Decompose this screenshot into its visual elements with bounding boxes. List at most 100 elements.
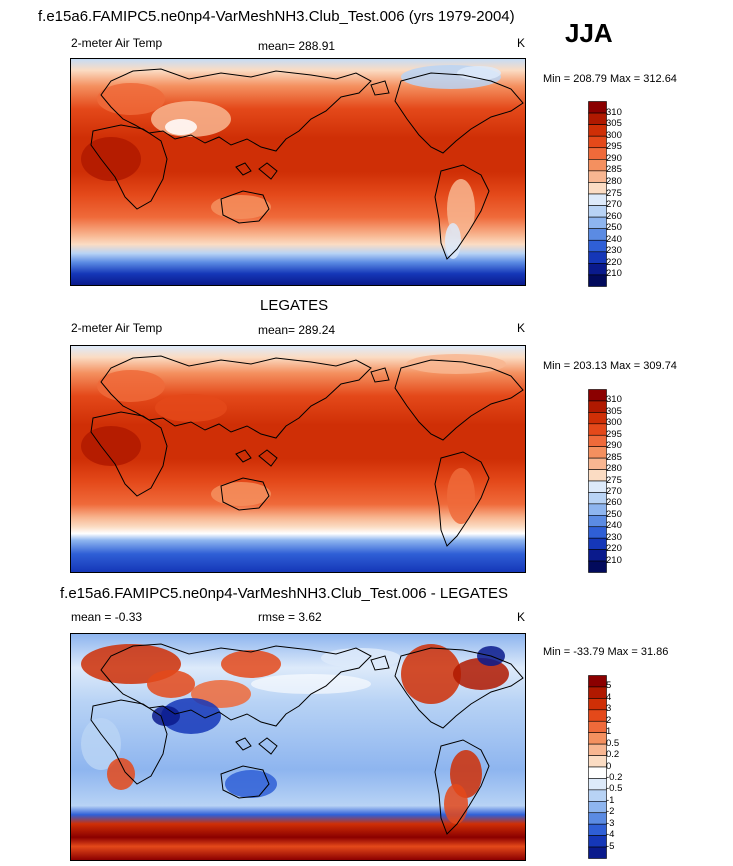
panel1-left-label: 2-meter Air Temp — [71, 36, 163, 50]
colorbar-swatch — [588, 846, 607, 859]
colorbar-swatch — [588, 823, 607, 836]
colorbar-label: 4 — [606, 691, 612, 703]
panel1-map — [70, 58, 526, 286]
colorbar-label: -2 — [606, 806, 615, 818]
colorbar-label: 230 — [606, 531, 622, 543]
colorbar-label: 230 — [606, 245, 622, 257]
colorbar-label: 1 — [606, 726, 612, 738]
colorbar-label: 260 — [606, 497, 622, 509]
colorbar-swatch — [588, 434, 607, 447]
colorbar-swatch — [588, 560, 607, 573]
colorbar-label: 305 — [606, 405, 622, 417]
panel3-title: f.e15a6.FAMIPC5.ne0np4-VarMeshNH3.Club_T… — [60, 585, 509, 602]
colorbar-label: 300 — [606, 129, 622, 141]
colorbar-swatch — [588, 743, 607, 756]
colorbar-swatches — [588, 675, 607, 859]
colorbar-swatch — [588, 101, 607, 114]
colorbar-swatch — [588, 801, 607, 814]
colorbar-label: 220 — [606, 256, 622, 268]
map-plot — [71, 634, 525, 860]
colorbar-label: 285 — [606, 164, 622, 176]
colorbar-label: 275 — [606, 187, 622, 199]
colorbar-swatch — [588, 182, 607, 195]
colorbar-swatch — [588, 159, 607, 172]
colorbar-swatch — [588, 469, 607, 482]
colorbar-label: 310 — [606, 106, 622, 118]
colorbar-label: 240 — [606, 520, 622, 532]
colorbar-swatch — [588, 675, 607, 688]
season-label: JJA — [565, 18, 613, 48]
panel1-colorbar: 310 305 300 295 290 285 280 275 270 260 250 240 230 2… — [588, 101, 648, 287]
colorbar-label: 0.2 — [606, 749, 620, 761]
colorbar-label: 270 — [606, 485, 622, 497]
colorbar-swatch — [588, 709, 607, 722]
colorbar-label: 310 — [606, 394, 622, 406]
colorbar-swatch — [588, 124, 607, 137]
colorbar-label: 240 — [606, 233, 622, 245]
colorbar-label: 285 — [606, 451, 622, 463]
colorbar-label: -0.5 — [606, 783, 623, 795]
colorbar-swatch — [588, 216, 607, 229]
colorbar-label: 290 — [606, 152, 622, 164]
colorbar-swatch — [588, 686, 607, 699]
panel2-colorbar: 310 305 300 295 290 285 280 275 270 260 250 240 230 2… — [588, 389, 648, 573]
colorbar-swatch — [588, 205, 607, 218]
panel2-units: K — [517, 321, 526, 335]
colorbar-swatch — [588, 789, 607, 802]
colorbar-label: 300 — [606, 417, 622, 429]
colorbar-swatch — [588, 389, 607, 402]
colorbar-swatch — [588, 193, 607, 206]
colorbar-swatches — [588, 389, 607, 573]
panel1-minmax: Min = 208.79 Max = 312.64 — [543, 73, 677, 85]
colorbar-label: -4 — [606, 829, 615, 841]
colorbar-swatch — [588, 412, 607, 425]
colorbar-label: 290 — [606, 440, 622, 452]
colorbar-swatch — [588, 135, 607, 149]
colorbar-label: 3 — [606, 703, 612, 715]
colorbar-label: 250 — [606, 508, 622, 520]
colorbar-swatch — [588, 400, 607, 413]
colorbar-label: -5 — [606, 840, 615, 852]
panel3-map — [70, 633, 526, 861]
colorbar-swatch — [588, 835, 607, 848]
colorbar-swatches — [588, 101, 607, 287]
panel1-title: f.e15a6.FAMIPC5.ne0np4-VarMeshNH3.Club_T… — [38, 8, 515, 25]
colorbar-label: 250 — [606, 222, 622, 234]
colorbar-swatch — [588, 112, 607, 125]
colorbar-swatch — [588, 732, 607, 745]
colorbar-swatch — [588, 812, 607, 825]
colorbar-label: 295 — [606, 141, 622, 153]
colorbar-swatch — [588, 492, 607, 505]
panel1-center-label: mean= 288.91 — [258, 39, 336, 53]
colorbar-swatch — [588, 147, 607, 160]
panel3-left-label: mean = -0.33 — [71, 610, 143, 624]
colorbar-swatch — [588, 503, 607, 516]
panel2-left-label: 2-meter Air Temp — [71, 321, 163, 335]
colorbar-label: 2 — [606, 714, 612, 726]
colorbar-swatch — [588, 549, 607, 562]
colorbar-label: 280 — [606, 463, 622, 475]
colorbar-swatch — [588, 778, 607, 791]
panel3-center-label: rmse = 3.62 — [258, 610, 322, 624]
colorbar-swatch — [588, 755, 607, 768]
colorbar-swatch — [588, 698, 607, 711]
colorbar-swatch — [588, 480, 607, 493]
colorbar-label: -1 — [606, 794, 615, 806]
panel2-center-label: mean= 289.24 — [258, 323, 336, 337]
colorbar-swatch — [588, 423, 607, 436]
panel3-colorbar: 5 4 3 2 1 0.5 0.2 0 -0.2 -0.5 -1 -2 -3 -4 -5 — [588, 675, 648, 859]
colorbar-swatch — [588, 446, 607, 459]
colorbar-label: 275 — [606, 474, 622, 486]
colorbar-swatch — [588, 263, 607, 276]
colorbar-swatch — [588, 170, 607, 183]
colorbar-swatch — [588, 537, 607, 550]
panel2-map — [70, 345, 526, 573]
colorbar-swatch — [588, 251, 607, 264]
colorbar-label: -0.2 — [606, 771, 623, 783]
colorbar-swatch — [588, 228, 607, 241]
colorbar-label: 280 — [606, 175, 622, 187]
map-plot — [71, 59, 525, 285]
colorbar-swatch — [588, 720, 607, 733]
panel3-units: K — [517, 610, 526, 624]
colorbar-swatch — [588, 515, 607, 528]
